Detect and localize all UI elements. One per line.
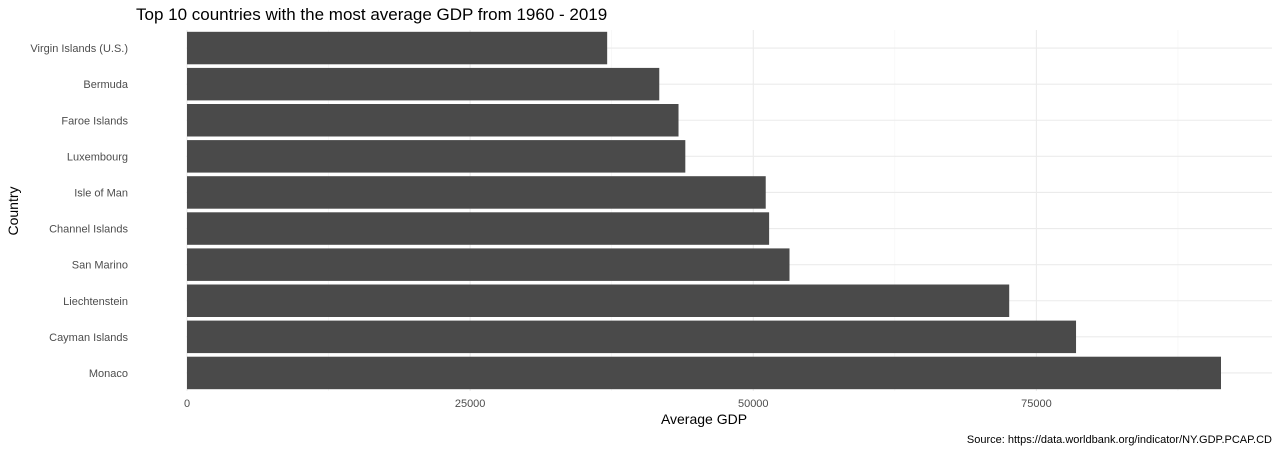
bar [187,140,686,173]
y-tick-label: Monaco [89,368,128,380]
x-tick-label: 0 [184,398,190,410]
x-tick-label: 50000 [738,398,769,410]
y-tick-label: Liechtenstein [63,296,128,308]
bar [187,67,660,101]
bar [187,248,790,281]
x-tick-label: 75000 [1021,398,1052,410]
source-caption: Source: https://data.worldbank.org/indic… [967,434,1272,446]
y-tick-label: San Marino [72,260,128,272]
chart-title: Top 10 countries with the most average G… [136,5,607,24]
y-tick-label: Cayman Islands [49,332,128,344]
bar [187,31,608,65]
bar [187,176,766,209]
y-tick-label: Luxembourg [67,151,128,163]
bar [187,212,770,245]
y-tick-label: Bermuda [83,79,129,91]
bar [187,356,1221,390]
x-axis-tick-labels: 0 25000 50000 75000 [184,398,1052,410]
bar [187,284,1010,317]
y-tick-label: Faroe Islands [61,115,128,127]
bar [187,320,1077,354]
x-tick-label: 25000 [455,398,486,410]
y-tick-label: Channel Islands [49,224,128,236]
y-tick-label: Isle of Man [74,187,128,199]
bar [187,104,679,137]
y-axis-title: Country [5,186,21,235]
y-axis-tick-labels: Virgin Islands (U.S.) Bermuda Faroe Island… [30,43,128,380]
x-axis-title: Average GDP [661,411,747,427]
bars [187,31,1221,390]
y-tick-label: Virgin Islands (U.S.) [30,43,128,55]
